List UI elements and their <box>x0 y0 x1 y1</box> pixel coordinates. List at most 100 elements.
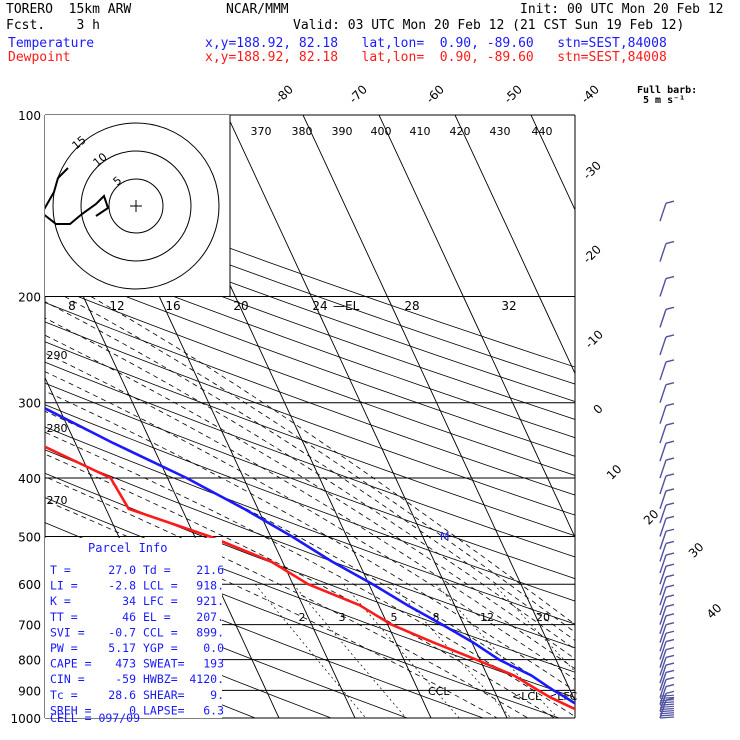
wind-barb-staff <box>659 531 667 550</box>
mixing-ratio-label: 8 <box>433 611 440 624</box>
wind-barb <box>659 382 675 403</box>
mixing-ratio-label: 12 <box>480 611 494 624</box>
wind-barb-flag <box>665 422 675 426</box>
isotherm-label: 20 <box>641 507 662 528</box>
isotherm <box>607 115 740 718</box>
wind-barb-staff <box>659 543 667 562</box>
wind-barb-flag <box>665 402 675 407</box>
legend-dewpoint: Dewpoint <box>8 50 71 65</box>
wind-barb-low <box>659 699 675 702</box>
wind-barb-staff <box>659 672 667 691</box>
wind-barb-staff <box>659 504 667 524</box>
parcel-row-label-2: YGP = <box>143 641 178 655</box>
wind-barb-staff <box>659 243 667 262</box>
header-center: NCAR/MMM <box>226 2 289 17</box>
wind-barb-flag <box>665 382 675 386</box>
wind-barb <box>659 613 675 635</box>
wind-barb-flag <box>665 662 675 666</box>
parcel-row-label-2: Td = <box>143 563 171 577</box>
isotherm <box>302 115 575 702</box>
parcel-row-label-2: LCL = <box>143 579 178 593</box>
wind-barb-flag <box>665 563 675 567</box>
mixing-ratio-label: 5 <box>391 611 398 624</box>
wind-barb-staff <box>659 606 667 625</box>
barb-note-title: Full barb: <box>637 85 698 96</box>
hodograph-trace <box>45 167 110 225</box>
wind-barb-flag <box>665 457 675 461</box>
wind-barb-flag <box>665 275 675 280</box>
wind-barb-flag <box>665 515 675 520</box>
pressure-label-200: 200 <box>18 291 41 305</box>
hodograph-scale-label: 28 <box>404 299 419 313</box>
mixing-ratio-label: 2 <box>299 611 306 624</box>
hodograph-ring <box>80 150 192 262</box>
hodograph-scale-label: 32 <box>501 299 516 313</box>
wind-barb-staff <box>659 490 667 510</box>
parcel-row-value-2: 207. <box>196 610 224 624</box>
wind-barb-flag <box>665 488 675 492</box>
wind-barb-flag <box>665 473 675 477</box>
parcel-row-value: 34 <box>122 594 136 608</box>
wind-barb-staff <box>659 586 667 606</box>
parcel-row-value: 5.17 <box>108 641 136 655</box>
parcel-row-value-2: 21.6 <box>196 563 224 577</box>
parcel-row-value-2: 921. <box>196 594 224 608</box>
parcel-row-value-2: 4120. <box>189 672 224 686</box>
isotherm-label: 10 <box>604 462 625 483</box>
dry-adiabat <box>45 246 575 439</box>
wind-barb <box>659 502 675 524</box>
parcel-info-box <box>45 538 222 718</box>
wind-barb-flag <box>665 528 675 532</box>
wind-barb-low <box>659 705 675 708</box>
wind-barb-flag <box>665 638 675 643</box>
parcel-row-label: TT = <box>50 610 78 624</box>
wind-barb-flag <box>665 584 675 588</box>
theta-label: 420 <box>450 125 471 138</box>
mixing-ratio-label: 3 <box>339 611 346 624</box>
theta-label: 380 <box>292 125 313 138</box>
wind-barb-flag <box>665 603 675 608</box>
isotherm <box>530 115 575 211</box>
wind-barb <box>659 306 675 328</box>
wind-barb <box>659 422 675 444</box>
wind-barb <box>659 621 675 643</box>
wind-barb <box>659 359 675 381</box>
parcel-row-value: -2.8 <box>108 579 136 593</box>
wind-barb-staff <box>659 518 667 537</box>
isotherm-label: 0 <box>591 402 606 417</box>
theta-label: 370 <box>251 125 272 138</box>
dry-adiabat <box>45 283 575 476</box>
isotherm-label: -40 <box>578 82 602 106</box>
wind-barb <box>659 552 675 574</box>
wind-barb <box>659 440 675 462</box>
wind-barb-flag <box>665 240 675 245</box>
wind-barb-staff <box>659 576 667 596</box>
mixing-ratio-label: 20 <box>536 611 550 624</box>
wind-barb <box>659 473 675 495</box>
dewpoint-profile <box>45 445 575 711</box>
pressure-label-600: 600 <box>18 578 41 592</box>
isotherm-label: 30 <box>686 540 707 561</box>
theta-label-left: 270 <box>47 494 68 507</box>
wind-barb <box>659 563 675 585</box>
dry-adiabat <box>45 211 575 402</box>
mixing-ratio-line <box>293 583 407 718</box>
theta-label: 410 <box>410 125 431 138</box>
dry-adiabat <box>45 264 575 457</box>
wind-barb-staff <box>659 554 667 574</box>
dry-adiabat <box>45 382 575 580</box>
wind-barb <box>659 528 675 550</box>
wind-barb-staff <box>659 424 667 444</box>
parcel-row-label: CAPE = <box>50 657 92 671</box>
wind-barb <box>659 488 675 510</box>
wind-barb-staff <box>659 633 667 652</box>
isotherm <box>454 115 575 375</box>
parcel-row-value: -0.7 <box>108 625 136 639</box>
hodograph-ring <box>108 178 164 234</box>
wind-barb-flag <box>665 306 675 311</box>
wind-barb-staff <box>659 384 667 403</box>
pressure-label-700: 700 <box>18 619 41 633</box>
pressure-label-900: 900 <box>18 684 41 698</box>
mixing-ratio-line <box>343 583 460 718</box>
wind-barb-flag <box>665 613 675 617</box>
